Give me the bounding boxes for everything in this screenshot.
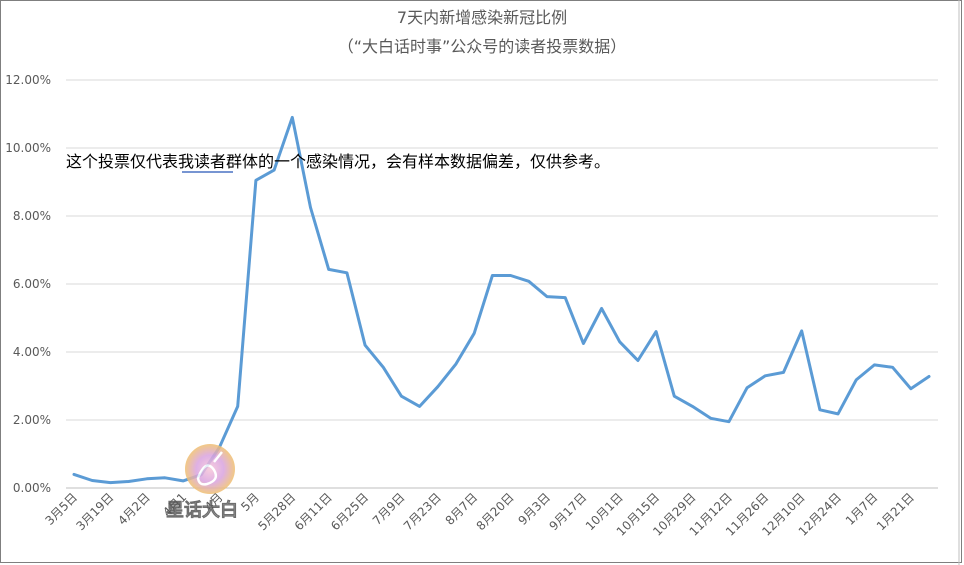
watermark-text: 星话大白 <box>166 499 238 521</box>
data-point <box>72 473 76 476</box>
y-tick-label: 4.00% <box>13 345 51 359</box>
chart-title: 7天内新增感染新冠比例 <box>397 8 567 27</box>
data-point <box>800 329 803 333</box>
x-tick-label: 9月17日 <box>546 490 589 533</box>
watermark-logo-mark <box>196 451 223 486</box>
data-point <box>545 295 549 298</box>
watermark: 星话大白 <box>166 444 238 521</box>
data-point <box>436 385 439 388</box>
data-point <box>709 417 712 420</box>
y-tick-label: 8.00% <box>13 209 51 223</box>
data-point <box>673 395 676 398</box>
x-tick-label: 1月21日 <box>874 490 917 533</box>
data-point <box>691 405 694 408</box>
y-tick-label: 0.00% <box>13 481 51 495</box>
data-point <box>818 408 822 411</box>
data-point <box>636 359 640 362</box>
data-point <box>927 375 931 378</box>
data-point <box>727 420 731 423</box>
y-tick-label: 12.00% <box>5 73 51 87</box>
data-point <box>254 179 258 182</box>
data-point <box>163 476 167 479</box>
data-point <box>236 405 239 408</box>
data-point <box>873 363 876 367</box>
data-point <box>654 330 658 333</box>
data-point <box>855 378 858 382</box>
x-tick-label: 7月23日 <box>401 490 444 533</box>
data-point <box>327 268 330 271</box>
grid <box>66 79 938 489</box>
data-point <box>782 371 785 374</box>
data-point <box>600 307 603 310</box>
y-tick-label: 6.00% <box>13 277 51 291</box>
data-point <box>454 362 458 366</box>
annotation: 这个投票仅代表我读者群体的一个感染情况，会有样本数据偏差，仅供参考。 <box>66 152 610 173</box>
data-point <box>764 374 767 377</box>
chart-subtitle: （“大白话时事”公众号的读者投票数据） <box>338 37 627 56</box>
data-point <box>363 344 367 347</box>
data-point <box>91 479 94 482</box>
x-tick-label: 6月11日 <box>292 490 335 533</box>
x-tick-label: 5月28日 <box>255 490 298 533</box>
data-point <box>618 340 621 343</box>
right-edge-marks <box>958 0 960 565</box>
data-point <box>564 296 567 299</box>
data-point <box>418 405 421 408</box>
data-point <box>181 479 185 483</box>
data-point <box>400 395 403 398</box>
data-point <box>145 477 148 480</box>
y-tick-label: 10.00% <box>5 141 51 155</box>
data-point <box>382 366 385 369</box>
x-tick-label: 8月20日 <box>474 490 517 533</box>
data-point <box>109 481 112 484</box>
data-point <box>836 412 840 416</box>
data-point <box>491 274 494 277</box>
y-tick-label: 2.00% <box>13 413 51 427</box>
data-point <box>745 386 749 389</box>
x-tick-label: 5月 <box>238 490 262 514</box>
x-tick-label: 4月2日 <box>115 490 153 528</box>
watermark-logo-icon <box>185 444 235 494</box>
data-point <box>509 274 512 277</box>
data-point <box>891 366 894 369</box>
data-point <box>272 168 276 172</box>
data-point <box>527 280 530 283</box>
data-point <box>309 206 312 209</box>
data-point <box>127 480 130 483</box>
x-tick-label: 6月25日 <box>328 490 371 533</box>
data-point <box>291 116 294 119</box>
data-point <box>582 342 585 345</box>
data-point <box>473 332 476 335</box>
x-tick-label: 3月19日 <box>73 490 116 533</box>
annotation-text: 这个投票仅代表我读者群体的一个感染情况，会有样本数据偏差，仅供参考。 <box>66 152 610 171</box>
y-axis-tick-labels: 0.00% 2.00% 4.00% 6.00% 8.00% 10.00% 12.00% <box>5 73 51 495</box>
data-point <box>909 387 912 390</box>
data-point <box>345 271 349 274</box>
